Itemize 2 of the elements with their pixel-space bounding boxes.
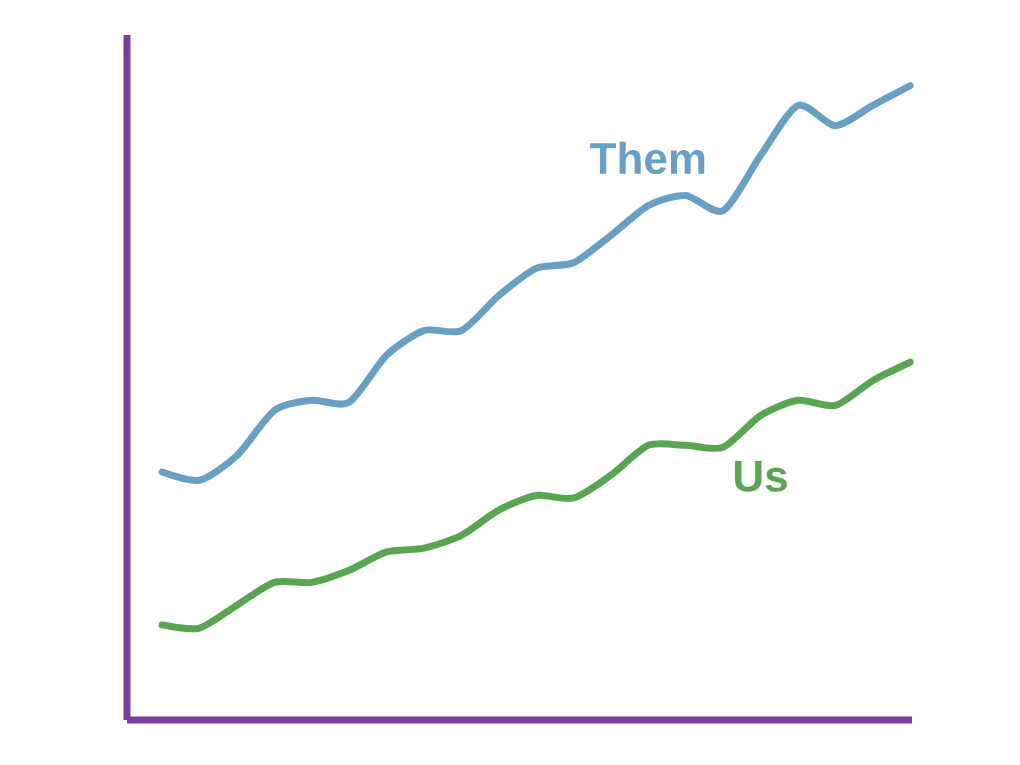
series-label: Them <box>590 141 705 175</box>
series-label: Us <box>735 461 787 492</box>
